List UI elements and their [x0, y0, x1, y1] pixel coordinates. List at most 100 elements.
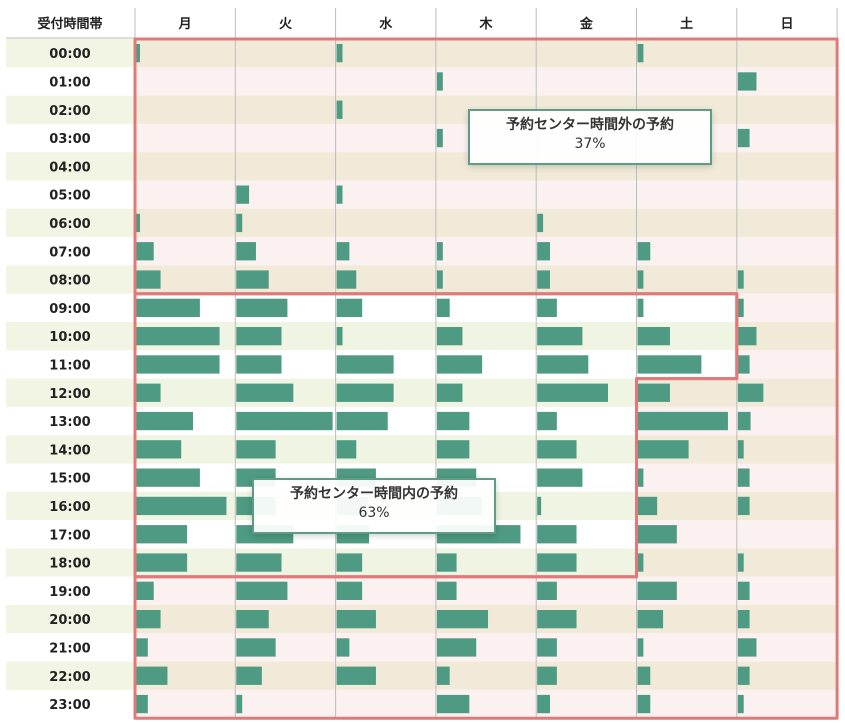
bar-火-13:00 [236, 411, 333, 431]
hour-label: 13:00 [49, 415, 90, 430]
bar-月-06:00 [136, 213, 140, 233]
header-background [6, 8, 838, 38]
bar-日-14:00 [737, 440, 744, 459]
bar-土-10:00 [637, 327, 670, 346]
row-label-cell [6, 322, 134, 351]
hour-label: 23:00 [49, 698, 90, 713]
grid-cell [736, 548, 838, 577]
bar-土-07:00 [637, 242, 651, 261]
grid-cell [536, 265, 638, 294]
bar-月-15:00 [136, 468, 200, 487]
grid-cell [536, 237, 638, 266]
grid-cell [636, 661, 738, 690]
bar-火-08:00 [236, 270, 269, 289]
grid-cell [736, 265, 838, 294]
hour-label: 15:00 [49, 472, 90, 487]
grid-cell [135, 208, 236, 238]
bar-土-13:00 [637, 411, 728, 431]
grid-cell [435, 265, 537, 294]
bar-日-23:00 [737, 694, 744, 714]
grid-cell [135, 95, 236, 124]
bar-水-08:00 [336, 270, 357, 289]
bar-日-01:00 [737, 72, 757, 91]
hour-label: 07:00 [49, 245, 90, 260]
bar-木-03:00 [436, 128, 443, 148]
grid-cell [636, 633, 738, 662]
grid-cell [435, 67, 537, 96]
hour-label: 18:00 [49, 557, 90, 572]
bar-金-23:00 [537, 694, 550, 714]
grid-cell [335, 689, 437, 719]
bar-土-17:00 [637, 525, 677, 544]
grid-cell [736, 95, 838, 124]
grid-cell [736, 208, 838, 238]
bar-日-10:00 [737, 327, 757, 346]
grid-cell [235, 123, 337, 153]
row-label-cell [6, 406, 134, 436]
bar-日-16:00 [737, 496, 750, 516]
hour-label: 12:00 [49, 387, 90, 402]
grid-cell [736, 463, 838, 492]
grid-cell [135, 67, 236, 96]
bar-月-22:00 [136, 666, 168, 685]
bar-木-01:00 [436, 72, 443, 91]
bar-金-22:00 [537, 666, 557, 685]
bar-火-11:00 [236, 355, 282, 374]
grid-cell [335, 180, 437, 209]
bar-木-12:00 [436, 383, 463, 402]
bar-水-07:00 [336, 242, 350, 261]
bar-木-10:00 [436, 327, 463, 346]
row-label-cell [6, 39, 134, 68]
bar-火-22:00 [236, 666, 262, 685]
hour-label: 08:00 [49, 274, 90, 289]
inside-hours-outline [133, 292, 739, 579]
bar-月-16:00 [136, 496, 227, 516]
hour-label: 21:00 [49, 641, 90, 656]
hour-label: 03:00 [49, 132, 90, 147]
header-day-5: 土 [680, 16, 693, 32]
bar-火-07:00 [236, 242, 256, 261]
bar-火-12:00 [236, 383, 294, 402]
grid-cell [736, 520, 838, 549]
row-label-cell [6, 293, 134, 322]
grid-cell [235, 689, 337, 719]
bar-水-21:00 [336, 638, 350, 657]
grid-cell [736, 406, 838, 436]
grid-cell [736, 293, 838, 322]
grid-cell [335, 67, 437, 96]
bar-金-18:00 [537, 553, 577, 572]
header-day-4: 金 [579, 16, 594, 32]
callout-inside-hours: 予約センター時間内の予約 63% [252, 478, 496, 534]
grid-cell [636, 265, 738, 294]
bar-火-05:00 [236, 185, 250, 204]
bar-金-15:00 [537, 468, 583, 487]
row-label-cell [6, 265, 134, 294]
bar-水-09:00 [336, 298, 363, 317]
bar-木-18:00 [436, 553, 457, 572]
bar-木-23:00 [436, 694, 470, 714]
bar-月-00:00 [136, 44, 140, 63]
grid-cell [536, 67, 638, 96]
bar-日-09:00 [737, 298, 744, 317]
grid-cell [736, 605, 838, 634]
grid-cell [636, 548, 738, 577]
bar-土-21:00 [637, 638, 644, 657]
grid-cell [235, 208, 337, 238]
bar-金-21:00 [537, 638, 557, 657]
grid-cell [636, 293, 738, 322]
bar-土-20:00 [637, 610, 664, 629]
grid-cell [736, 180, 838, 209]
bar-金-16:00 [537, 496, 542, 516]
bar-月-21:00 [136, 638, 148, 657]
hour-label: 11:00 [49, 358, 90, 373]
bar-土-14:00 [637, 440, 689, 459]
bar-金-07:00 [537, 242, 550, 261]
hour-label: 16:00 [49, 500, 90, 515]
bar-月-14:00 [136, 440, 182, 459]
grid-cell [536, 208, 638, 238]
bar-日-11:00 [737, 355, 750, 374]
row-label-cell [6, 520, 134, 549]
bar-金-14:00 [537, 440, 577, 459]
bar-土-16:00 [637, 496, 658, 516]
bar-土-12:00 [637, 383, 670, 402]
